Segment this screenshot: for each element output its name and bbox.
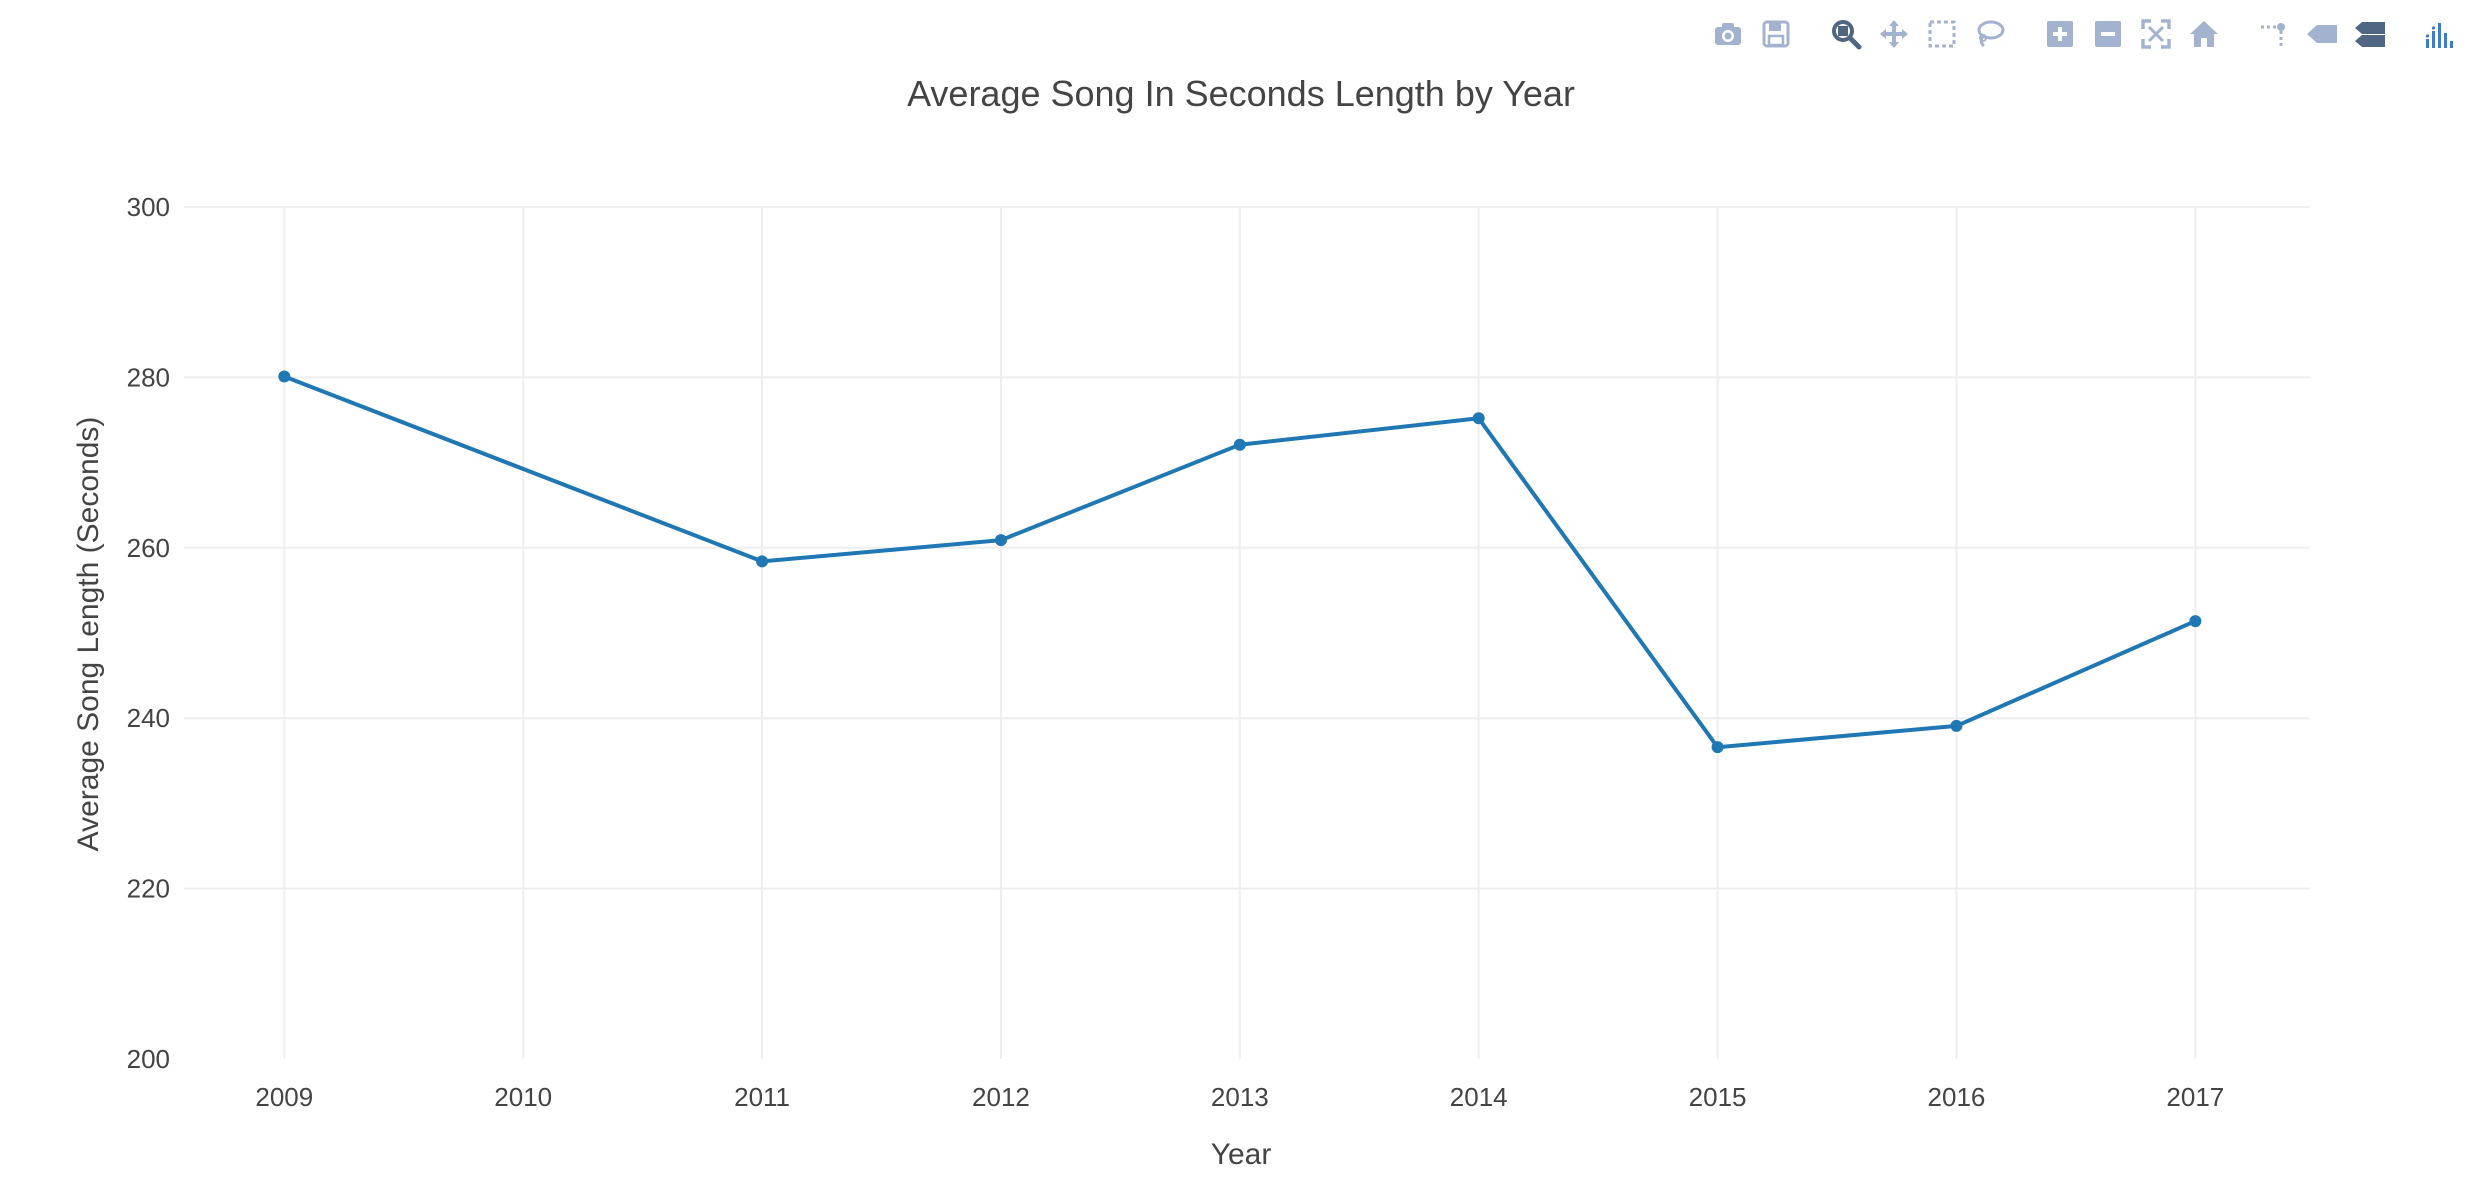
plotly-logo-button[interactable] — [2420, 14, 2460, 54]
y-axis-title: Average Song Length (Seconds) — [72, 417, 105, 852]
hover-compare-icon — [2355, 22, 2385, 47]
points-layer — [278, 370, 2202, 754]
camera-button[interactable] — [1708, 14, 1748, 54]
y-tick-label: 200 — [127, 1044, 170, 1074]
data-point[interactable] — [994, 534, 1007, 547]
hover-closest-icon — [2307, 25, 2337, 43]
autoscale-icon — [2141, 19, 2171, 49]
modebar — [1708, 14, 2468, 54]
x-tick-label: 2016 — [1928, 1082, 1986, 1112]
pan-icon — [1880, 20, 1908, 48]
x-tick-label: 2012 — [972, 1082, 1030, 1112]
modebar-group — [1708, 14, 1804, 54]
x-tick-label: 2015 — [1689, 1082, 1747, 1112]
zoom-out-button[interactable] — [2088, 14, 2128, 54]
zoom-icon — [1832, 20, 1862, 50]
reset-axes-icon — [2190, 21, 2218, 47]
zoom-in-button[interactable] — [2040, 14, 2080, 54]
lasso-select-icon — [1977, 20, 2005, 48]
modebar-group — [2254, 14, 2398, 54]
save-button[interactable] — [1756, 14, 1796, 54]
hover-compare-button[interactable] — [2350, 14, 2390, 54]
y-tick-label: 240 — [127, 703, 170, 733]
y-tick-label: 300 — [127, 192, 170, 222]
zoom-button[interactable] — [1826, 14, 1866, 54]
y-tick-label: 260 — [127, 533, 170, 563]
line-layer — [283, 374, 2197, 750]
modebar-group — [2040, 14, 2232, 54]
box-select-button[interactable] — [1922, 14, 1962, 54]
y-tick-label: 220 — [127, 874, 170, 904]
y-tick-label: 280 — [127, 362, 170, 392]
data-point[interactable] — [756, 555, 769, 568]
data-point[interactable] — [1711, 741, 1724, 754]
spike-lines-button[interactable] — [2254, 14, 2294, 54]
data-point[interactable] — [1950, 719, 1963, 732]
data-point[interactable] — [1472, 412, 1485, 425]
x-tick-label: 2009 — [255, 1082, 313, 1112]
zoom-in-icon — [2047, 21, 2073, 47]
grid-layer — [184, 206, 2310, 1059]
spike-lines-icon — [2261, 23, 2285, 47]
hover-closest-button[interactable] — [2302, 14, 2342, 54]
zoom-out-icon — [2095, 21, 2121, 47]
x-tick-label: 2017 — [2166, 1082, 2224, 1112]
plotly-logo-icon — [2425, 23, 2453, 48]
autoscale-button[interactable] — [2136, 14, 2176, 54]
x-tick-label: 2013 — [1211, 1082, 1269, 1112]
save-icon — [1762, 20, 1790, 48]
modebar-group — [1826, 14, 2018, 54]
x-axis-title: Year — [1211, 1138, 1272, 1171]
data-point[interactable] — [2189, 615, 2202, 628]
camera-icon — [1715, 23, 1741, 45]
pan-button[interactable] — [1874, 14, 1914, 54]
tick-layer: 2009 2010 2011 2012 2013 2014 2015 2016 2017 200 2… — [127, 192, 2225, 1112]
data-point[interactable] — [1233, 438, 1246, 451]
reset-axes-button[interactable] — [2184, 14, 2224, 54]
data-point[interactable] — [278, 370, 291, 383]
box-select-icon — [1928, 20, 1956, 48]
lasso-select-button[interactable] — [1970, 14, 2010, 54]
series-line — [283, 374, 2197, 750]
modebar-group — [2420, 14, 2468, 54]
x-tick-label: 2014 — [1450, 1082, 1508, 1112]
x-tick-label: 2011 — [734, 1082, 790, 1112]
chart-title: Average Song In Seconds Length by Year — [907, 73, 1575, 114]
x-tick-label: 2010 — [494, 1082, 552, 1112]
